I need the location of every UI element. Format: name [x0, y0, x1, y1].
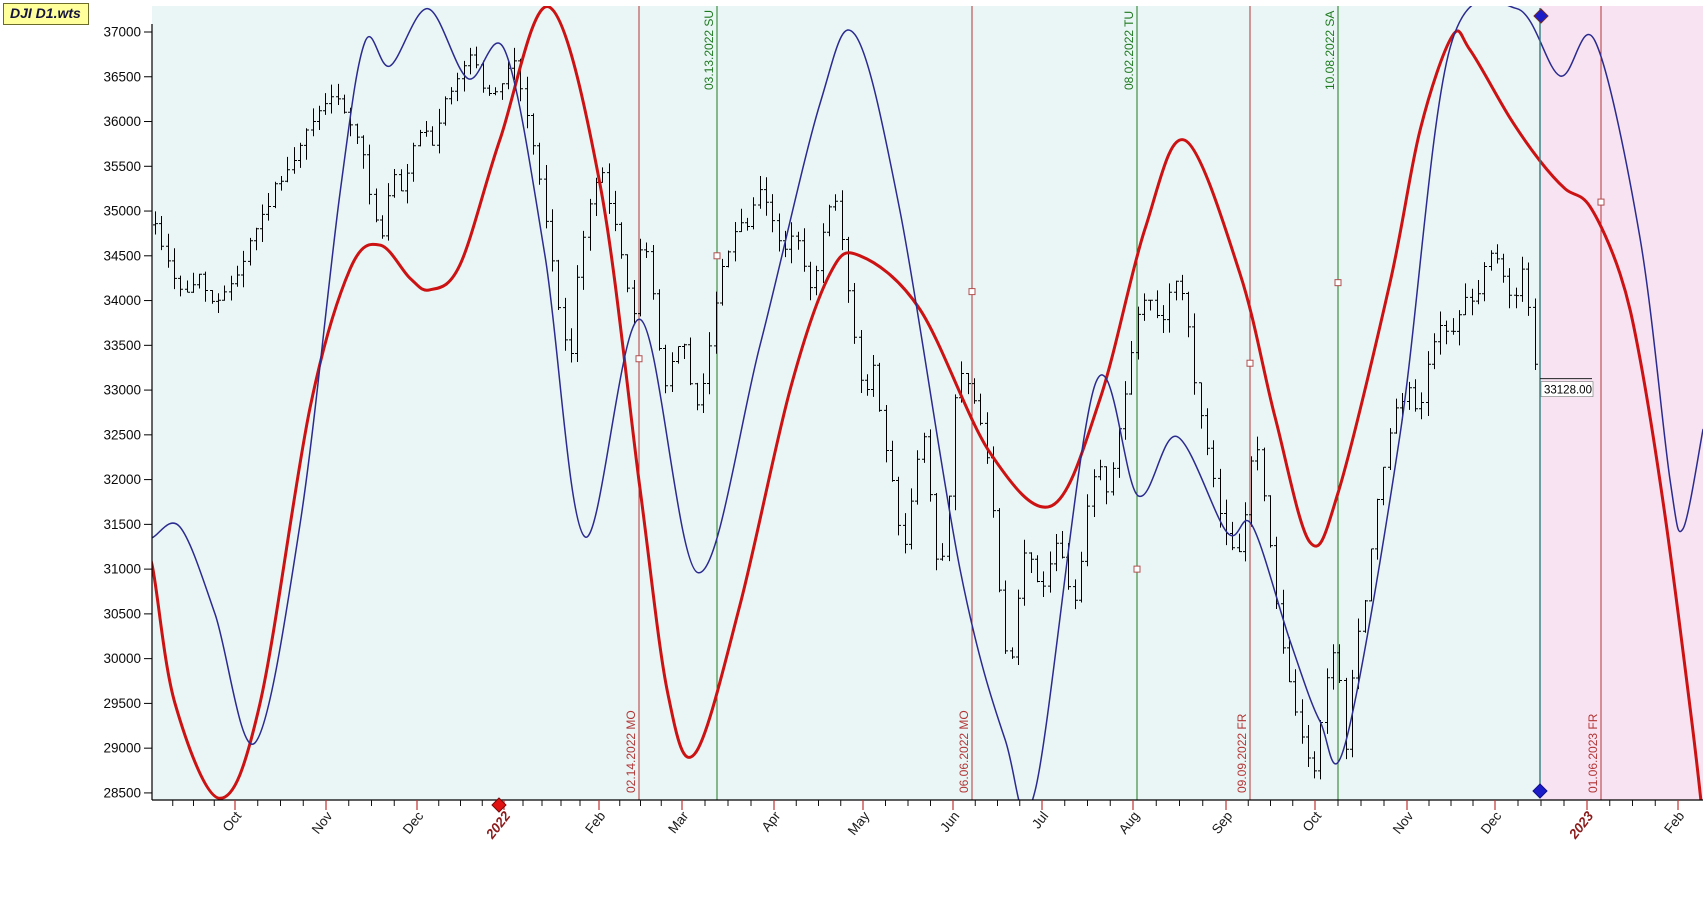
- svg-text:35000: 35000: [103, 204, 141, 219]
- svg-text:36000: 36000: [103, 114, 141, 129]
- y-axis: 37000 36500 36000 35500 35000 34500 34000 33500…: [103, 24, 153, 800]
- event-line-labels: 02.14.2022 MO 03.13.2022 SU 06.06.2022 MO 0…: [624, 10, 1600, 793]
- svg-text:May: May: [845, 808, 873, 838]
- svg-text:30500: 30500: [103, 606, 141, 621]
- svg-text:Apr: Apr: [759, 808, 784, 834]
- chart-file-tab[interactable]: DJI D1.wts: [3, 3, 89, 26]
- svg-text:Jun: Jun: [937, 809, 962, 835]
- svg-text:32500: 32500: [103, 427, 141, 442]
- last-price-label: 33128.00: [1540, 378, 1594, 397]
- svg-text:32000: 32000: [103, 472, 141, 487]
- svg-text:33128.00: 33128.00: [1544, 385, 1592, 397]
- svg-text:Oct: Oct: [1300, 808, 1325, 834]
- svg-text:30000: 30000: [103, 651, 141, 666]
- svg-text:36500: 36500: [103, 69, 141, 84]
- svg-text:2023: 2023: [1565, 808, 1596, 842]
- svg-text:33000: 33000: [103, 383, 141, 398]
- svg-text:28500: 28500: [103, 785, 141, 800]
- svg-text:Mar: Mar: [665, 808, 691, 836]
- svg-text:Jul: Jul: [1029, 809, 1051, 832]
- event-lines[interactable]: [638, 6, 1602, 800]
- year-diamond-marker[interactable]: [491, 797, 507, 813]
- cycle-curves: [152, 6, 1703, 800]
- svg-text:09.09.2022 FR: 09.09.2022 FR: [1235, 713, 1249, 793]
- svg-text:Feb: Feb: [1661, 809, 1687, 837]
- svg-text:02.14.2022 MO: 02.14.2022 MO: [624, 710, 638, 793]
- svg-text:29000: 29000: [103, 741, 141, 756]
- svg-text:10.08.2022 SA: 10.08.2022 SA: [1323, 11, 1337, 90]
- svg-text:37000: 37000: [103, 25, 141, 40]
- svg-text:33500: 33500: [103, 338, 141, 353]
- svg-text:29500: 29500: [103, 696, 141, 711]
- future-zone: [1540, 6, 1703, 800]
- svg-text:34000: 34000: [103, 293, 141, 308]
- svg-text:Feb: Feb: [582, 809, 608, 837]
- svg-text:Oct: Oct: [220, 808, 245, 834]
- svg-text:Aug: Aug: [1116, 809, 1143, 837]
- svg-text:08.02.2022 TU: 08.02.2022 TU: [1122, 11, 1136, 90]
- current-time-line[interactable]: [1532, 8, 1549, 799]
- svg-text:Dec: Dec: [400, 808, 427, 836]
- svg-text:34500: 34500: [103, 248, 141, 263]
- svg-text:01.06.2023 FR: 01.06.2023 FR: [1586, 713, 1600, 793]
- svg-text:2022: 2022: [482, 808, 513, 842]
- svg-text:06.06.2022 MO: 06.06.2022 MO: [957, 710, 971, 793]
- event-markers[interactable]: [635, 198, 1605, 573]
- svg-text:31000: 31000: [103, 562, 141, 577]
- svg-text:03.13.2022 SU: 03.13.2022 SU: [702, 10, 716, 90]
- plot-background: [152, 6, 1703, 800]
- svg-text:Dec: Dec: [1478, 808, 1505, 836]
- svg-text:Nov: Nov: [1390, 808, 1417, 836]
- svg-text:35500: 35500: [103, 159, 141, 174]
- x-axis: Oct Nov Dec 2022 Feb Mar Apr May Jun Jul Aug Sep Oct…: [152, 799, 1703, 842]
- svg-text:Nov: Nov: [309, 808, 336, 836]
- svg-text:31500: 31500: [103, 517, 141, 532]
- svg-text:Sep: Sep: [1209, 809, 1236, 837]
